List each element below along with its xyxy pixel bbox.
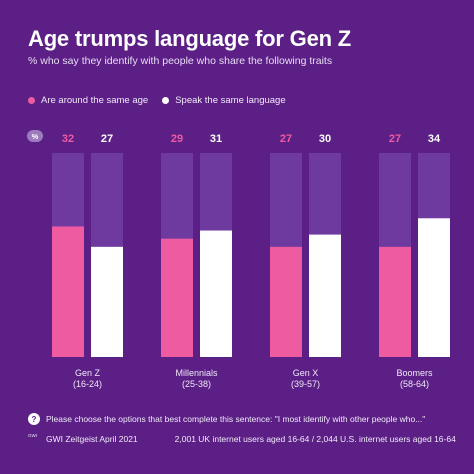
bar-boomers-speak-the-same-language	[418, 218, 450, 357]
bar-gen-z-are-around-the-same-age	[52, 226, 84, 357]
gwi-logo-icon: GWI	[28, 433, 37, 438]
data-label-gen-x-are-around-the-same-age: 27	[280, 133, 292, 145]
bar-chart: 32 27 Gen Z(16-24) 29 31 Millennials(25-38) 27…	[52, 133, 450, 389]
bar-gen-x-speak-the-same-language	[309, 234, 341, 357]
legend-label-same-age: Are around the same age	[41, 95, 149, 106]
legend-item-same-age: Are around the same age	[28, 95, 148, 106]
data-label-millennials-are-around-the-same-age: 29	[171, 133, 183, 145]
legend: Are around the same age Speak the same l…	[28, 95, 286, 106]
bar-gen-x-are-around-the-same-age	[270, 246, 302, 357]
footer-question-text: Please choose the options that best comp…	[46, 414, 426, 424]
percent-badge: %	[27, 130, 43, 142]
footer-source-text: GWI Zeitgeist April 2021	[46, 434, 138, 444]
footer-sample-text: 2,001 UK internet users aged 16-64 / 2,0…	[174, 434, 456, 444]
category-range-gen-x: (39-57)	[291, 379, 320, 389]
legend-swatch-pink	[28, 97, 35, 104]
category-range-millennials: (25-38)	[182, 379, 211, 389]
bar-gen-z-speak-the-same-language	[91, 246, 123, 357]
chart-title: Age trumps language for Gen Z	[28, 26, 352, 51]
category-label-boomers: Boomers	[396, 368, 433, 378]
category-label-millennials: Millennials	[175, 368, 218, 378]
legend-item-same-language: Speak the same language	[162, 95, 286, 106]
data-label-millennials-speak-the-same-language: 31	[210, 133, 222, 145]
data-label-gen-z-are-around-the-same-age: 32	[62, 133, 74, 145]
bar-millennials-are-around-the-same-age	[161, 238, 193, 357]
legend-label-same-language: Speak the same language	[175, 95, 286, 106]
legend-swatch-white	[162, 97, 170, 104]
category-label-gen-z: Gen Z	[75, 368, 101, 378]
footer-source-row: GWI GWI Zeitgeist April 2021 2,001 UK in…	[28, 433, 456, 445]
category-range-boomers: (58-64)	[400, 379, 429, 389]
data-label-boomers-are-around-the-same-age: 27	[389, 133, 401, 145]
data-label-gen-x-speak-the-same-language: 30	[319, 133, 331, 145]
chart-subtitle: % who say they identify with people who …	[28, 55, 333, 67]
question-icon: ?	[28, 413, 40, 425]
footer-question: ? Please choose the options that best co…	[28, 413, 425, 425]
bar-millennials-speak-the-same-language	[200, 230, 232, 357]
data-label-boomers-speak-the-same-language: 34	[428, 133, 441, 145]
bar-boomers-are-around-the-same-age	[379, 246, 411, 357]
people-icon	[160, 434, 169, 444]
data-label-gen-z-speak-the-same-language: 27	[101, 133, 113, 145]
category-label-gen-x: Gen X	[293, 368, 319, 378]
category-range-gen-z: (16-24)	[73, 379, 102, 389]
